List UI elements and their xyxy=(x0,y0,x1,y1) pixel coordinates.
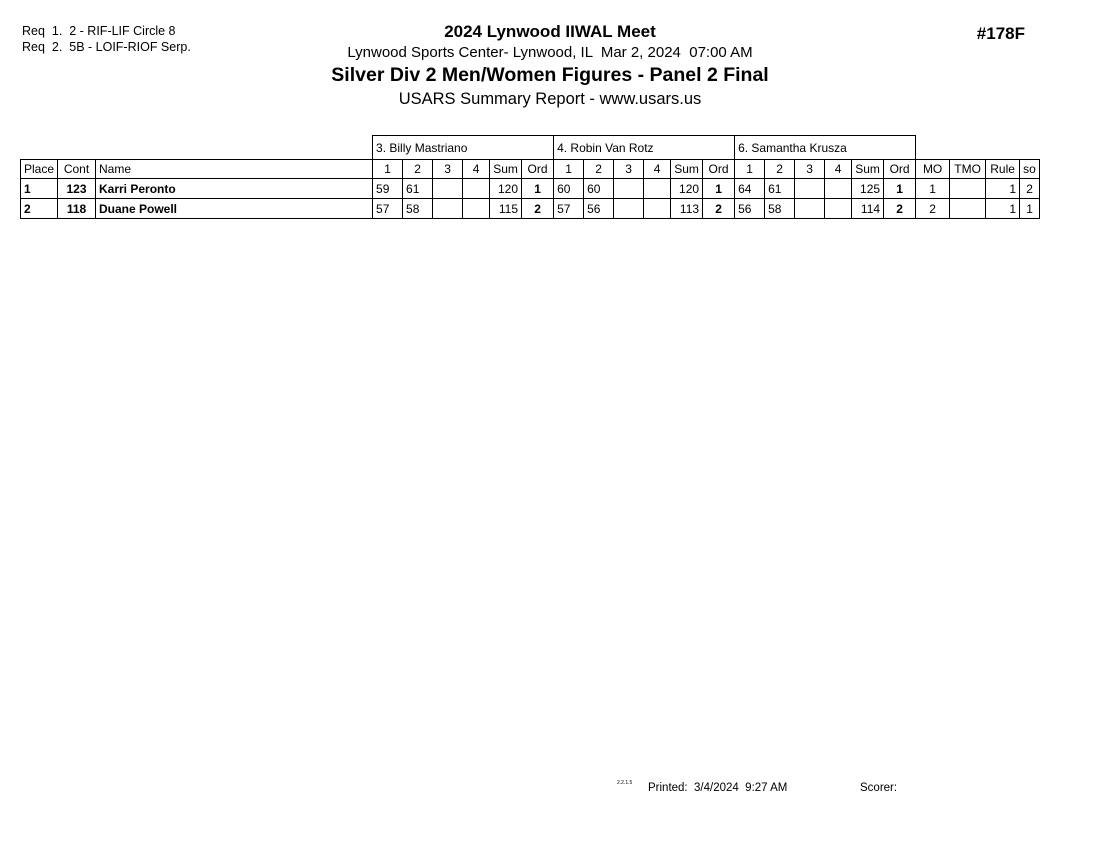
col-header-j3-2: 2 xyxy=(764,159,796,179)
j2-score-2: 60 xyxy=(583,178,615,199)
col-header-j1-3: 3 xyxy=(432,159,464,179)
table-row: 1 123 Karri Peronto 59 61 120 1 60 60 12… xyxy=(20,178,1041,199)
j2-sum: 120 xyxy=(670,178,704,199)
j3-ord: 2 xyxy=(883,198,917,219)
printed-timestamp: Printed: 3/4/2024 9:27 AM xyxy=(648,782,788,794)
mo-value: 2 xyxy=(915,198,951,219)
judge-1-name: 3. Billy Mastriano xyxy=(372,135,555,160)
so-value: 1 xyxy=(1019,198,1041,219)
judge-header-row: 3. Billy Mastriano 4. Robin Van Rotz 6. … xyxy=(21,135,1040,160)
col-header-j1-ord: Ord xyxy=(521,159,555,179)
j3-score-2: 58 xyxy=(764,198,796,219)
judge-row-right-spacer xyxy=(916,136,1040,160)
table-row: 2 118 Duane Powell 57 58 115 2 57 56 113… xyxy=(20,198,1041,219)
report-type-line: USARS Summary Report - www.usars.us xyxy=(398,90,702,108)
j3-score-1: 64 xyxy=(734,178,766,199)
place-value: 1 xyxy=(20,178,58,199)
skater-name: Karri Peronto xyxy=(94,178,374,199)
j2-score-3 xyxy=(613,178,645,199)
j2-ord: 1 xyxy=(702,178,736,199)
col-header-mo: MO xyxy=(915,159,951,179)
req-line-1: Req 1. 2 - RIF-LIF Circle 8 xyxy=(22,24,176,38)
col-header-j3-sum: Sum xyxy=(851,159,885,179)
j3-ord: 1 xyxy=(883,178,917,199)
col-header-j2-1: 1 xyxy=(553,159,585,179)
j1-sum: 115 xyxy=(489,198,523,219)
j3-score-4 xyxy=(824,178,853,199)
j2-ord: 2 xyxy=(702,198,736,219)
meet-title: 2024 Lynwood IIWAL Meet xyxy=(444,22,656,41)
tmo-value xyxy=(949,198,987,219)
results-table: 3. Billy Mastriano 4. Robin Van Rotz 6. … xyxy=(20,135,1041,219)
j1-score-1: 57 xyxy=(372,198,404,219)
col-header-so: so xyxy=(1019,159,1041,179)
col-header-j2-sum: Sum xyxy=(670,159,704,179)
j2-sum: 113 xyxy=(670,198,704,219)
req-line-2: Req 2. 5B - LOIF-RIOF Serp. xyxy=(22,40,191,54)
j1-score-4 xyxy=(462,198,491,219)
j1-score-2: 61 xyxy=(402,178,434,199)
j1-sum: 120 xyxy=(489,178,523,199)
col-header-j1-2: 2 xyxy=(402,159,434,179)
j1-score-3 xyxy=(432,178,464,199)
j1-score-4 xyxy=(462,178,491,199)
j1-score-2: 58 xyxy=(402,198,434,219)
col-header-place: Place xyxy=(20,159,58,179)
j3-score-3 xyxy=(794,178,826,199)
col-header-j2-4: 4 xyxy=(643,159,672,179)
j3-sum: 125 xyxy=(851,178,885,199)
j3-score-1: 56 xyxy=(734,198,766,219)
j2-score-1: 57 xyxy=(553,198,585,219)
software-version: 2.2.1.5 xyxy=(617,780,633,786)
contestant-number: 118 xyxy=(57,198,96,219)
j3-score-2: 61 xyxy=(764,178,796,199)
event-number: #178F xyxy=(976,24,1025,43)
judge-3-name: 6. Samantha Krusza xyxy=(734,135,917,160)
col-header-tmo: TMO xyxy=(949,159,987,179)
j3-sum: 114 xyxy=(851,198,885,219)
report-header: 2024 Lynwood IIWAL Meet Lynwood Sports C… xyxy=(0,21,1100,111)
col-header-j3-3: 3 xyxy=(794,159,826,179)
contestant-number: 123 xyxy=(57,178,96,199)
col-header-j3-4: 4 xyxy=(824,159,853,179)
j1-score-3 xyxy=(432,198,464,219)
j2-score-1: 60 xyxy=(553,178,585,199)
mo-value: 1 xyxy=(915,178,951,199)
col-header-j3-1: 1 xyxy=(734,159,766,179)
judge-2-name: 4. Robin Van Rotz xyxy=(553,135,736,160)
j3-score-4 xyxy=(824,198,853,219)
col-header-j2-2: 2 xyxy=(583,159,615,179)
col-header-j2-ord: Ord xyxy=(702,159,736,179)
col-header-rule: Rule xyxy=(985,159,1021,179)
j2-score-2: 56 xyxy=(583,198,615,219)
requirements-block: Req 1. 2 - RIF-LIF Circle 8 Req 2. 5B - … xyxy=(22,23,191,55)
rule-value: 1 xyxy=(985,198,1021,219)
event-title: Silver Div 2 Men/Women Figures - Panel 2… xyxy=(331,64,769,86)
j2-score-4 xyxy=(643,198,672,219)
j2-score-3 xyxy=(613,198,645,219)
j1-ord: 1 xyxy=(521,178,555,199)
scorer-label: Scorer: xyxy=(860,782,898,794)
col-header-name: Name xyxy=(94,159,374,179)
j1-score-1: 59 xyxy=(372,178,404,199)
tmo-value xyxy=(949,178,987,199)
j1-ord: 2 xyxy=(521,198,555,219)
col-header-j1-sum: Sum xyxy=(489,159,523,179)
j2-score-4 xyxy=(643,178,672,199)
col-header-cont: Cont xyxy=(57,159,96,179)
so-value: 2 xyxy=(1019,178,1041,199)
place-value: 2 xyxy=(20,198,58,219)
judge-row-left-spacer xyxy=(21,136,373,160)
j3-score-3 xyxy=(794,198,826,219)
column-header-row: Place Cont Name 1 2 3 4 Sum Ord 1 2 3 4 … xyxy=(20,159,1041,179)
venue-date-line: Lynwood Sports Center- Lynwood, IL Mar 2… xyxy=(347,44,753,61)
skater-name: Duane Powell xyxy=(94,198,374,219)
col-header-j3-ord: Ord xyxy=(883,159,917,179)
col-header-j1-4: 4 xyxy=(462,159,491,179)
rule-value: 1 xyxy=(985,178,1021,199)
col-header-j1-1: 1 xyxy=(372,159,404,179)
col-header-j2-3: 3 xyxy=(613,159,645,179)
